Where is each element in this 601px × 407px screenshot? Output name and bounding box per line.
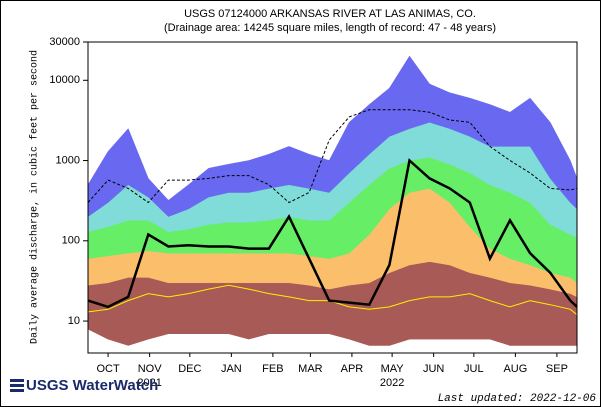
year-label: 2021 [137, 377, 161, 389]
percentile-band [88, 55, 577, 217]
thick-line [88, 158, 577, 309]
x-tick-label: JUN [423, 363, 444, 375]
logo-stripe [10, 379, 24, 382]
chart-subtitle: (Drainage area: 14245 square miles, leng… [164, 22, 496, 34]
logo: USGS WaterWatch [10, 377, 158, 394]
x-tick-label: MAR [298, 363, 323, 375]
x-tick-label: AUG [503, 363, 527, 375]
x-tick-label: JAN [221, 363, 242, 375]
x-tick-label: DEC [178, 363, 201, 375]
last-updated: Last updated: 2022-12-06 [438, 393, 597, 405]
x-tick-label: APR [341, 363, 364, 375]
x-tick-label: OCT [96, 363, 120, 375]
logo-text: USGS WaterWatch [26, 377, 158, 394]
year-label: 2022 [380, 377, 404, 389]
y-tick-label: 1000 [56, 154, 80, 166]
logo-stripe [10, 384, 24, 387]
y-tick-label: 10000 [49, 74, 80, 86]
y-tick-label: 10 [68, 315, 80, 327]
plot-border [87, 41, 578, 354]
x-tick-label: SEP [546, 363, 568, 375]
x-tick-label: NOV [138, 363, 163, 375]
x-tick-label: MAY [381, 363, 405, 375]
logo-stripe [10, 389, 24, 392]
x-tick-label: FEB [262, 363, 283, 375]
y-tick-label: 30000 [49, 36, 80, 48]
axes: 10 100 1000 10000 30000 OCT NOV DEC JAN FEB MAR APR… [10, 36, 596, 405]
thin-line [88, 284, 577, 316]
y-tick-label: 100 [62, 235, 80, 247]
chart-title: USGS 07124000 ARKANSAS RIVER AT LAS ANIM… [184, 8, 476, 20]
plot-area [88, 55, 577, 346]
y-axis-label: Daily average discharge, in cubic feet p… [29, 50, 41, 344]
x-tick-label: JUL [464, 363, 484, 375]
dashed-line [88, 109, 577, 204]
